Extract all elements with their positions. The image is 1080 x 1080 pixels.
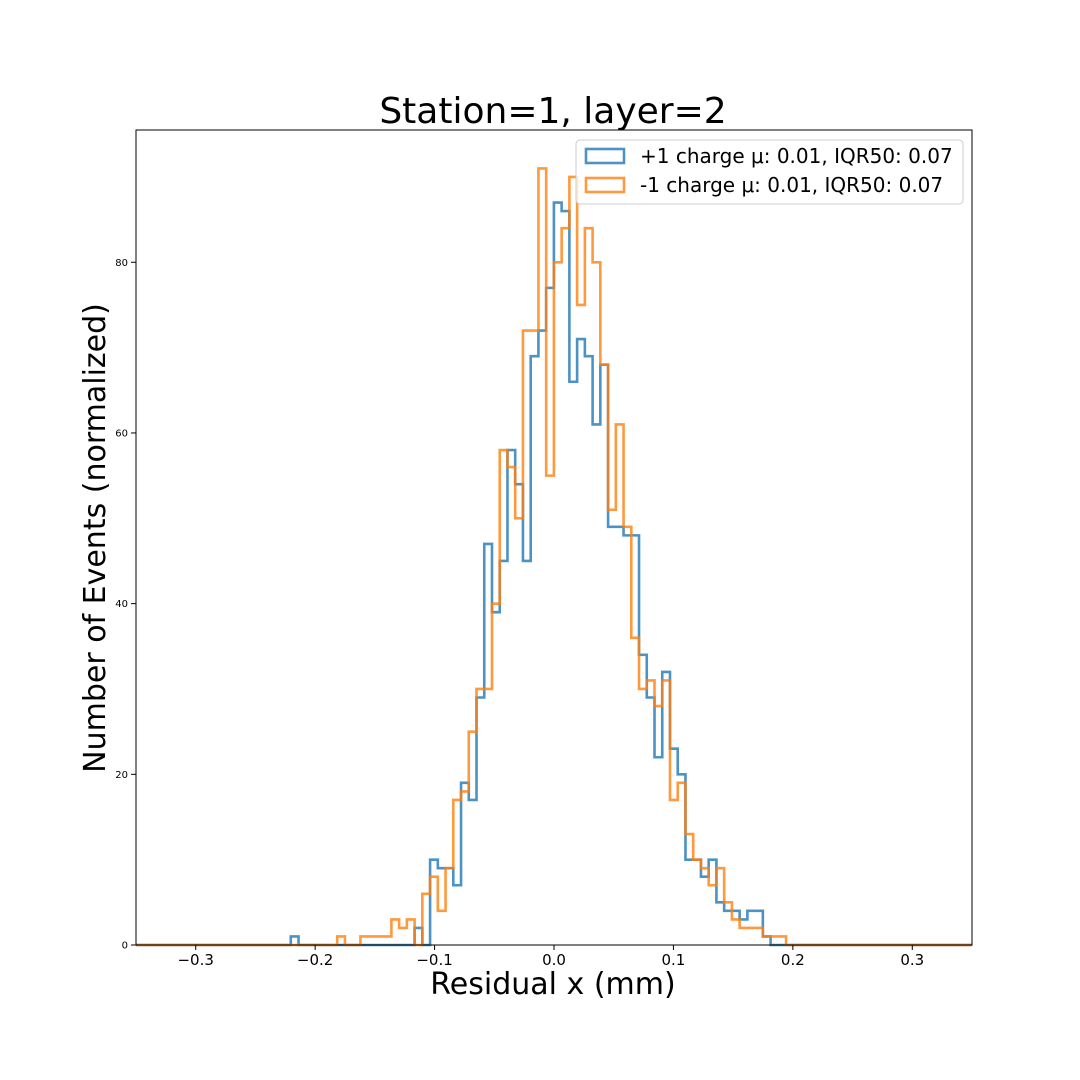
y-axis: 0 20 40 60 80	[115, 258, 136, 952]
legend-swatch	[584, 147, 626, 165]
x-axis: −0.3 −0.2 −0.1 0.0 0.1 0.2 0.3	[177, 945, 924, 969]
x-axis-label: Residual x (mm)	[430, 967, 675, 1002]
legend-swatch	[584, 176, 626, 194]
legend-entry-label: -1 charge μ: 0.01, IQR50: 0.07	[640, 173, 943, 197]
x-tick-label: −0.3	[177, 951, 213, 969]
y-tick-label: 0	[122, 941, 128, 952]
x-tick-label: −0.1	[416, 951, 452, 969]
series-minus-charge-step-line	[136, 167, 972, 947]
y-tick-label: 60	[115, 428, 128, 439]
x-tick-label: 0.3	[900, 951, 924, 969]
x-tick-label: −0.2	[297, 951, 333, 969]
x-tick-label: 0.1	[661, 951, 685, 969]
chart-title: Station=1, layer=2	[379, 91, 726, 132]
y-tick-label: 40	[115, 599, 128, 610]
legend-entry-label: +1 charge μ: 0.01, IQR50: 0.07	[640, 144, 953, 168]
y-axis-label: Number of Events (normalized)	[78, 303, 113, 773]
y-tick-label: 20	[115, 770, 128, 781]
x-tick-label: 0.0	[542, 951, 566, 969]
legend: +1 charge μ: 0.01, IQR50: 0.07 -1 charge …	[575, 139, 964, 205]
legend-box	[575, 139, 964, 205]
x-tick-label: 0.2	[781, 951, 805, 969]
y-tick-label: 80	[115, 258, 128, 269]
